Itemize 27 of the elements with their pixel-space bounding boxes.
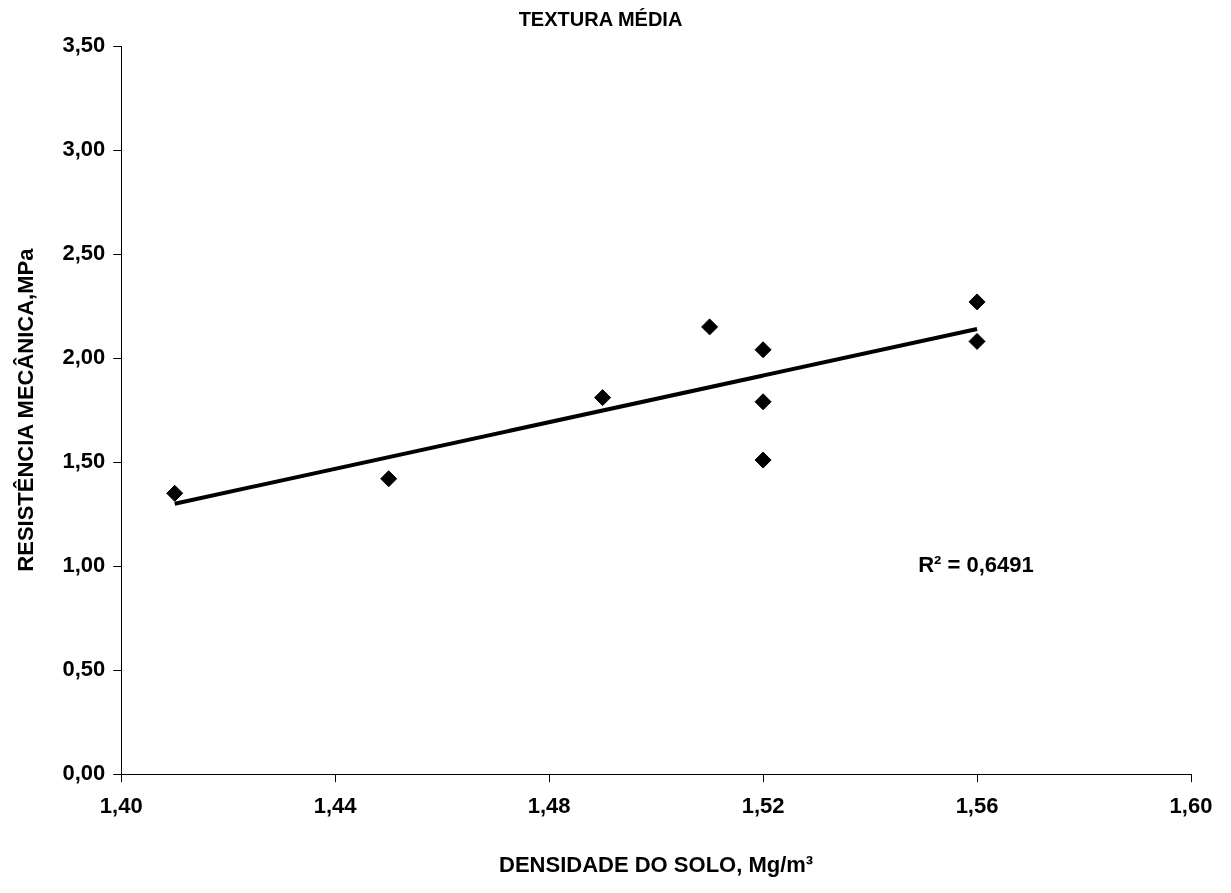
x-tick-label: 1,48 bbox=[527, 793, 571, 819]
point bbox=[754, 393, 772, 411]
point bbox=[968, 293, 986, 311]
y-axis-title: RESISTÊNCIA MECÂNICA,MPa bbox=[13, 247, 39, 572]
annotation: R² = 0,6491 bbox=[918, 552, 1034, 577]
point bbox=[380, 470, 398, 488]
x-axis-title: DENSIDADE DO SOLO, Mg/m³ bbox=[499, 851, 814, 877]
point bbox=[754, 451, 772, 469]
x-tick-label: 1,40 bbox=[99, 793, 143, 819]
x-tick-label: 1,56 bbox=[955, 793, 999, 819]
point bbox=[594, 389, 612, 407]
y-tick-label: 1,50 bbox=[62, 448, 106, 474]
y-tick-label: 1,00 bbox=[62, 552, 106, 578]
y-tick-label: 3,00 bbox=[62, 136, 106, 162]
y-tick-label: 2,00 bbox=[62, 344, 106, 370]
y-tick-label: 3,50 bbox=[62, 32, 106, 58]
x-tick-label: 1,60 bbox=[1169, 793, 1213, 819]
y-tick-label: 0,00 bbox=[62, 760, 106, 786]
x-tick-label: 1,52 bbox=[741, 793, 785, 819]
point bbox=[166, 484, 184, 502]
point bbox=[968, 332, 986, 350]
y-tick-label: 0,50 bbox=[62, 656, 106, 682]
point bbox=[701, 318, 719, 336]
point bbox=[754, 341, 772, 359]
x-tick-label: 1,44 bbox=[313, 793, 358, 819]
chart-title: TEXTURA MÉDIA bbox=[518, 7, 683, 30]
y-tick-label: 2,50 bbox=[62, 240, 106, 266]
